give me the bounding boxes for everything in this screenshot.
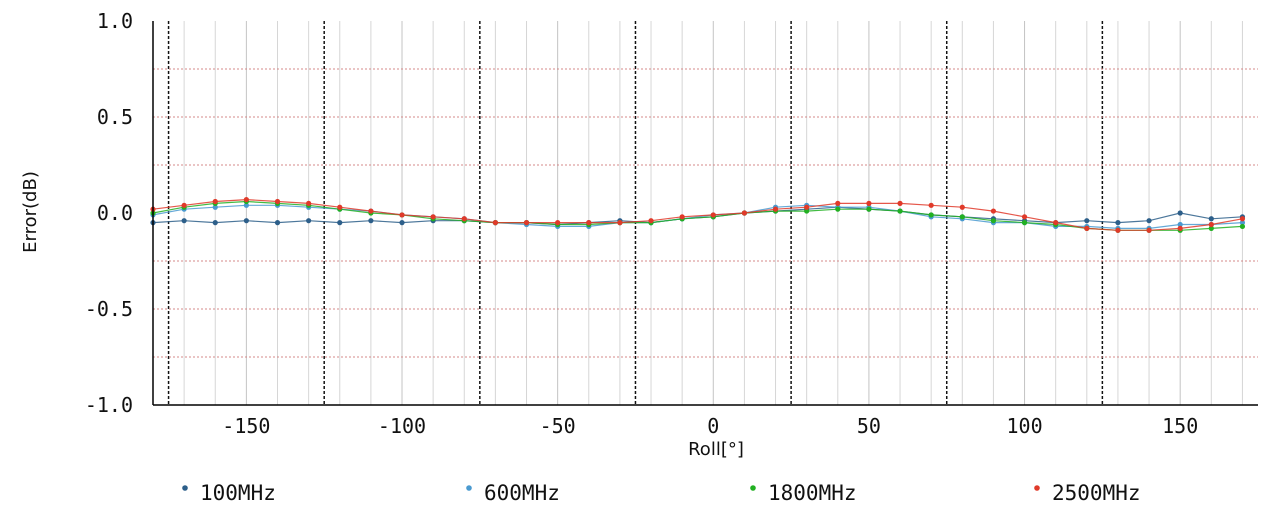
data-point xyxy=(1177,225,1183,231)
x-tick-label: -150 xyxy=(222,414,270,438)
data-point xyxy=(1021,220,1028,226)
data-point xyxy=(555,220,561,226)
legend-marker xyxy=(1034,485,1040,491)
data-point xyxy=(274,198,281,205)
y-tick-label: -1.0 xyxy=(85,393,133,417)
data-point xyxy=(804,208,810,214)
series-layer xyxy=(150,196,1246,233)
data-point xyxy=(990,218,997,224)
x-tick-label: 50 xyxy=(857,414,881,438)
data-point xyxy=(399,212,405,218)
x-tick-label: 0 xyxy=(707,414,719,438)
legend-marker xyxy=(182,485,188,491)
axes: 1.0 0.5 0.0 -0.5 -1.0 -150 -100 -50 0 50 100 150 xyxy=(85,9,1258,438)
data-point xyxy=(368,218,374,224)
data-point xyxy=(181,218,187,224)
x-axis-label: Roll[°] xyxy=(688,439,744,460)
y-tick-label: 0.0 xyxy=(97,201,133,225)
data-point xyxy=(1115,220,1121,226)
data-point xyxy=(1084,218,1090,224)
series-2500MHz xyxy=(150,196,1246,233)
data-point xyxy=(679,214,685,220)
data-point xyxy=(928,212,934,218)
legend-label: 1800MHz xyxy=(768,481,857,505)
data-point xyxy=(1208,221,1214,228)
x-tick-label: -50 xyxy=(540,414,576,438)
legend-item: 1800MHz xyxy=(750,481,857,505)
data-point xyxy=(243,218,249,224)
x-tick-label: -100 xyxy=(378,414,426,438)
data-point xyxy=(461,216,467,222)
series-line xyxy=(152,200,1243,231)
data-point xyxy=(243,196,249,203)
y-axis-label: Error(dB) xyxy=(20,171,41,253)
data-point xyxy=(399,220,405,226)
legend-item: 100MHz xyxy=(182,481,276,505)
data-point xyxy=(772,206,779,212)
data-point xyxy=(866,206,872,212)
data-point xyxy=(306,200,312,206)
data-point xyxy=(181,202,187,208)
data-point xyxy=(804,204,810,210)
data-point xyxy=(212,198,218,205)
data-point xyxy=(368,208,374,214)
data-point xyxy=(1239,223,1246,230)
data-point xyxy=(990,208,997,214)
data-point xyxy=(866,200,872,206)
data-point xyxy=(648,218,654,224)
data-point xyxy=(337,204,343,210)
data-point xyxy=(1208,216,1214,222)
legend: 100MHz 600MHz 1800MHz 2500MHz xyxy=(182,481,1141,505)
y-tick-label: -0.5 xyxy=(85,297,133,321)
data-point xyxy=(959,204,965,210)
data-point xyxy=(306,218,312,224)
data-point xyxy=(1146,218,1152,224)
grid xyxy=(153,21,1258,405)
data-point xyxy=(1115,227,1121,233)
data-point xyxy=(1146,227,1152,233)
data-point xyxy=(1177,221,1183,228)
data-point xyxy=(928,202,934,208)
data-point xyxy=(1084,225,1090,231)
legend-item: 2500MHz xyxy=(1034,481,1141,505)
data-point xyxy=(212,220,218,226)
data-point xyxy=(492,220,498,226)
data-point xyxy=(337,220,343,226)
legend-marker xyxy=(466,485,472,491)
data-point xyxy=(1239,216,1246,222)
data-point xyxy=(897,208,903,214)
data-point xyxy=(1239,220,1246,226)
legend-label: 100MHz xyxy=(200,481,276,505)
data-point xyxy=(243,202,249,208)
data-point xyxy=(523,220,530,226)
x-tick-label: 100 xyxy=(1006,414,1042,438)
data-point xyxy=(1208,225,1214,231)
legend-label: 2500MHz xyxy=(1052,481,1141,505)
data-point xyxy=(710,212,716,218)
legend-marker xyxy=(750,485,756,491)
data-point xyxy=(274,220,281,226)
data-point xyxy=(1177,210,1183,216)
data-point xyxy=(1053,220,1059,226)
data-point xyxy=(212,204,218,210)
y-tick-label: 0.5 xyxy=(97,105,133,129)
y-tick-label: 1.0 xyxy=(97,9,133,33)
data-point xyxy=(741,210,748,216)
data-point xyxy=(897,200,903,206)
data-point xyxy=(586,220,592,226)
data-point xyxy=(1021,214,1028,220)
data-point xyxy=(835,200,841,206)
x-tick-label: 150 xyxy=(1162,414,1198,438)
legend-label: 600MHz xyxy=(484,481,560,505)
legend-item: 600MHz xyxy=(466,481,560,505)
data-point xyxy=(617,220,623,226)
data-point xyxy=(430,214,436,220)
data-point xyxy=(835,206,841,212)
series-line xyxy=(152,198,1243,231)
data-point xyxy=(959,214,965,220)
